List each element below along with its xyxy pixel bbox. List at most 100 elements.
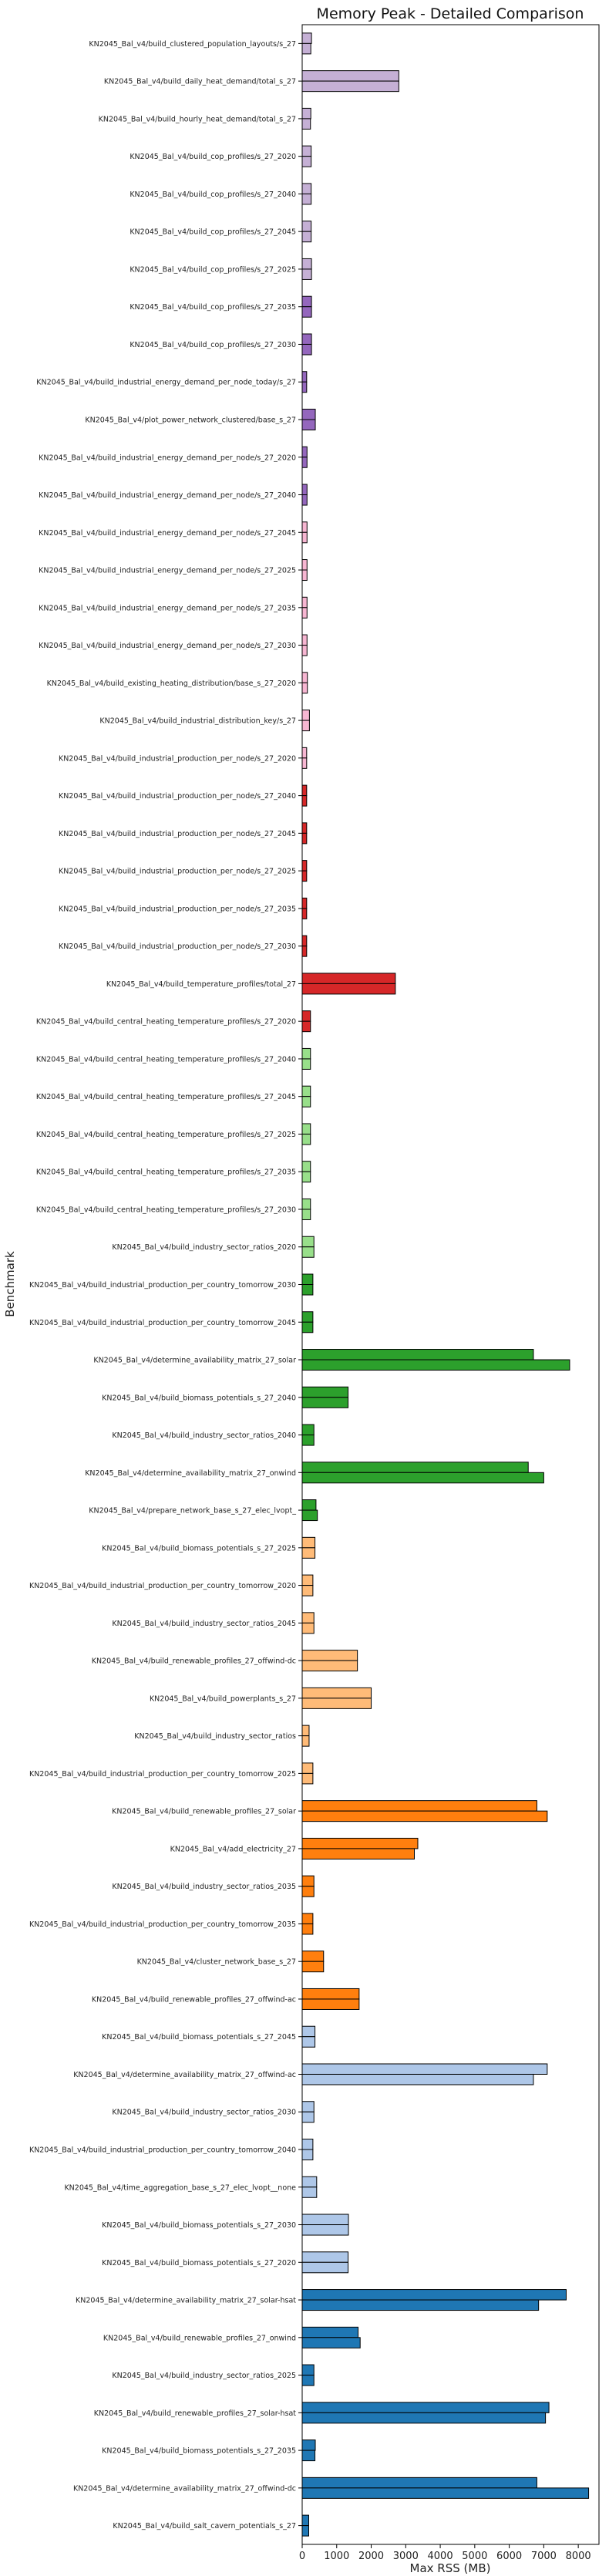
category-label-0: KN2045_Bal_v4/build_clustered_population… [89,40,296,49]
bar-62-run-1 [301,2364,315,2376]
bar-6-run-1 [301,258,312,270]
x-tick-label-2: 2000 [358,2551,384,2562]
bar-55-run-1 [301,2101,315,2112]
bar-45-run-2 [301,1735,310,1747]
bar-26-run-1 [301,1010,311,1022]
category-label-23: KN2045_Bal_v4/build_industrial_productio… [59,905,296,913]
bar-49-run-2 [301,1886,315,1897]
bar-34-run-2 [301,1321,314,1334]
bar-53-run-1 [301,2025,316,2038]
category-label-47: KN2045_Bal_v4/build_renewable_profiles_2… [112,1808,296,1816]
bar-20-run-1 [301,784,308,797]
bar-13-run-2 [301,531,308,544]
category-label-6: KN2045_Bal_v4/build_cop_profiles/s_27_20… [130,265,296,274]
bar-63-run-1 [301,2402,550,2413]
bar-17-run-1 [301,672,308,683]
bar-30-run-2 [301,1171,311,1183]
bar-41-run-1 [301,1574,314,1586]
category-label-60: KN2045_Bal_v4/determine_availability_mat… [76,2297,296,2305]
category-label-65: KN2045_Bal_v4/determine_availability_mat… [73,2484,296,2493]
category-label-14: KN2045_Bal_v4/build_industrial_energy_de… [39,567,296,575]
bar-37-run-1 [301,1424,315,1436]
y-axis-title: Benchmark [3,1251,17,1317]
category-label-38: KN2045_Bal_v4/determine_availability_mat… [85,1469,296,1478]
x-tick-label-0: 0 [299,2551,305,2562]
bar-42-run-1 [301,1612,315,1623]
bar-3-run-1 [301,145,312,157]
bar-23-run-2 [301,908,308,919]
bar-57-run-2 [301,2187,318,2198]
bar-32-run-2 [301,1246,315,1258]
category-label-11: KN2045_Bal_v4/build_industrial_energy_de… [39,453,296,462]
bar-61-run-1 [301,2326,359,2338]
bar-47-run-1 [301,1800,537,1812]
bar-27-run-1 [301,1047,311,1060]
bar-58-run-1 [301,2214,349,2226]
category-label-43: KN2045_Bal_v4/build_renewable_profiles_2… [92,1657,296,1666]
bar-64-run-1 [301,2439,316,2451]
bar-36-run-1 [301,1386,349,1398]
bar-65-run-2 [301,2487,590,2499]
category-label-62: KN2045_Bal_v4/build_industry_sector_rati… [112,2372,296,2380]
category-label-19: KN2045_Bal_v4/build_industrial_productio… [59,754,296,763]
bar-58-run-2 [301,2224,349,2236]
x-tick-label-4: 4000 [428,2551,453,2562]
bar-19-run-1 [301,747,308,759]
x-tick-label-1: 1000 [324,2551,349,2562]
x-axis-ticks: 0 1000 2000 3000 4000 5000 6000 7000 8000 [299,2544,591,2562]
bar-31-run-2 [301,1209,311,1220]
plot-frame [301,24,600,2545]
bar-36-run-2 [301,1397,349,1408]
bar-2-run-1 [301,107,311,120]
category-label-59: KN2045_Bal_v4/build_biomass_potentials_s… [102,2259,296,2267]
bar-layer [301,32,590,2537]
category-label-2: KN2045_Bal_v4/build_hourly_heat_demand/t… [99,115,296,123]
bar-17-run-2 [301,682,308,694]
bar-24-run-2 [301,946,308,957]
category-label-12: KN2045_Bal_v4/build_industrial_energy_de… [39,491,296,500]
bar-40-run-1 [301,1536,316,1549]
bar-29-run-1 [301,1123,311,1135]
bar-56-run-1 [301,2139,314,2150]
bar-51-run-2 [301,1961,325,1973]
bar-57-run-1 [301,2176,318,2188]
bar-9-run-1 [301,371,308,383]
bar-41-run-2 [301,1585,314,1597]
bar-8-run-2 [301,343,312,356]
bar-35-run-1 [301,1349,534,1360]
bar-35-run-2 [301,1359,570,1371]
category-label-48: KN2045_Bal_v4/add_electricity_27 [170,1845,296,1853]
category-label-31: KN2045_Bal_v4/build_central_heating_temp… [36,1205,296,1214]
category-label-4: KN2045_Bal_v4/build_cop_profiles/s_27_20… [130,191,296,199]
category-label-21: KN2045_Bal_v4/build_industrial_productio… [59,830,296,838]
bar-23-run-1 [301,897,308,909]
category-label-26: KN2045_Bal_v4/build_central_heating_temp… [36,1018,296,1027]
bar-31-run-1 [301,1198,311,1210]
category-label-61: KN2045_Bal_v4/build_renewable_profiles_2… [103,2334,296,2342]
category-label-37: KN2045_Bal_v4/build_industry_sector_rati… [112,1431,296,1440]
x-tick-label-7: 7000 [531,2551,557,2562]
category-label-18: KN2045_Bal_v4/build_industrial_distribut… [99,717,296,726]
bar-16-run-2 [301,645,308,656]
bar-52-run-2 [301,1998,360,2010]
bar-30-run-1 [301,1161,311,1172]
category-label-42: KN2045_Bal_v4/build_industry_sector_rati… [112,1620,296,1628]
bar-19-run-2 [301,757,308,769]
bar-49-run-1 [301,1875,315,1887]
category-label-49: KN2045_Bal_v4/build_industry_sector_rati… [112,1883,296,1891]
bar-10-run-1 [301,408,316,420]
category-label-33: KN2045_Bal_v4/build_industrial_productio… [29,1281,296,1290]
bar-8-run-1 [301,333,312,345]
bar-22-run-2 [301,870,308,882]
bar-5-run-1 [301,221,312,232]
bar-2-run-2 [301,118,311,130]
bar-13-run-1 [301,521,308,533]
category-label-30: KN2045_Bal_v4/build_central_heating_temp… [36,1168,296,1177]
bar-5-run-2 [301,231,312,243]
bar-50-run-1 [301,1913,314,1924]
bar-61-run-2 [301,2337,361,2348]
bar-33-run-2 [301,1284,314,1296]
category-label-56: KN2045_Bal_v4/build_industrial_productio… [29,2146,296,2155]
bar-42-run-2 [301,1622,315,1634]
